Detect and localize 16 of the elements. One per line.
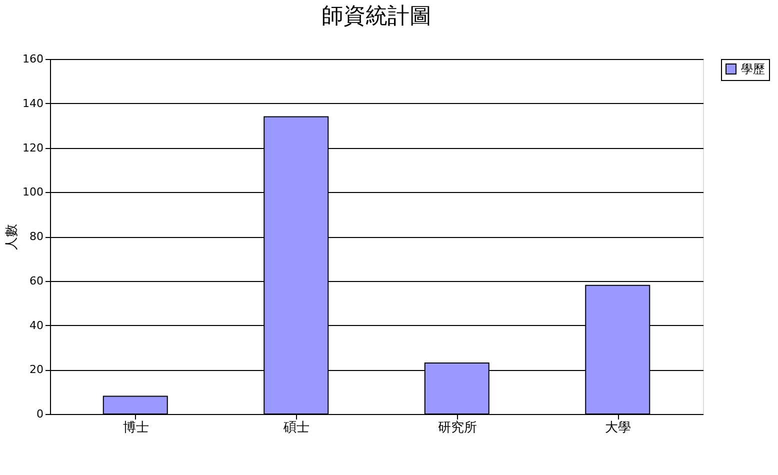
y-tick-label: 140 xyxy=(22,96,44,110)
y-tick-label: 120 xyxy=(22,141,44,154)
y-tick-label: 80 xyxy=(30,230,44,243)
x-tick-label: 研究所 xyxy=(438,420,477,436)
y-axis-title: 人數 xyxy=(4,224,20,250)
y-tick-label: 0 xyxy=(36,408,44,420)
legend-label: 學歷 xyxy=(741,62,765,76)
y-tick-label: 60 xyxy=(30,274,44,288)
x-tick-label: 大學 xyxy=(605,420,632,436)
y-tick-label: 160 xyxy=(22,52,44,66)
y-tick-label: 40 xyxy=(30,318,44,332)
y-tick-label: 100 xyxy=(22,186,44,199)
chart-title: 師資統計圖 xyxy=(322,4,432,29)
x-tick-label: 碩士 xyxy=(282,420,310,436)
y-tick-label: 20 xyxy=(30,363,44,376)
x-tick-label: 博士 xyxy=(122,420,149,436)
